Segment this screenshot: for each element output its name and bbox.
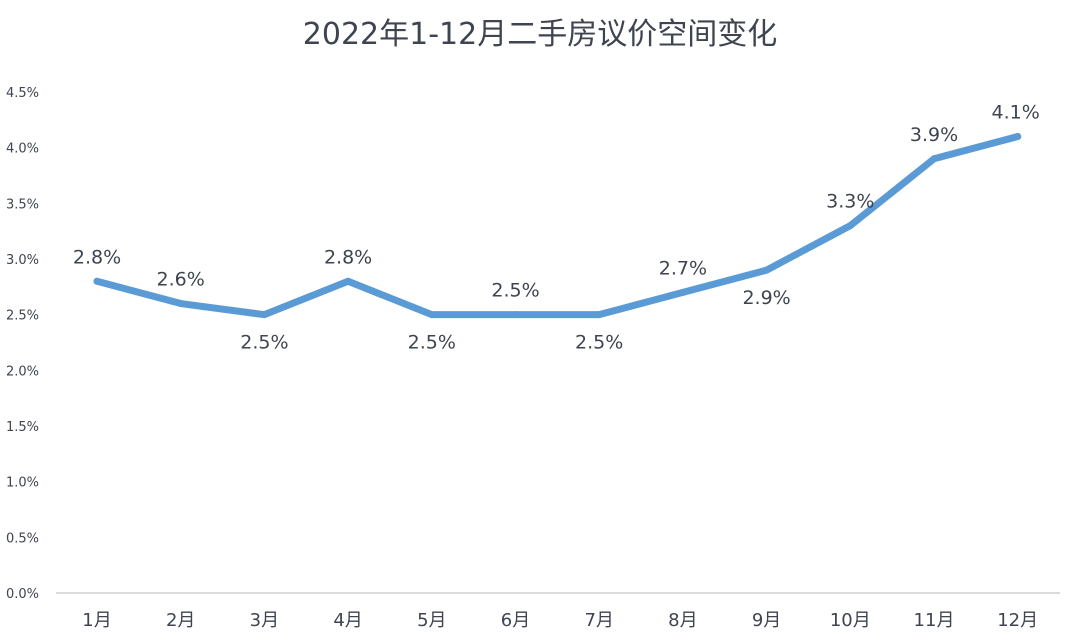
y-tick-label: 4.5% <box>6 86 39 101</box>
data-point <box>428 311 436 319</box>
data-point <box>679 288 687 296</box>
x-axis: 1月 2月 3月 4月 5月 6月 7月 8月 9月 10月 11月 12月 <box>82 610 1038 631</box>
y-tick-label: 3.0% <box>6 253 39 268</box>
data-point <box>846 222 854 230</box>
data-point <box>260 311 268 319</box>
data-point <box>93 277 101 285</box>
series-line <box>93 133 1022 319</box>
x-tick-label: 7月 <box>584 610 613 631</box>
x-tick-label: 11月 <box>914 610 955 631</box>
y-tick-label: 1.0% <box>6 476 39 491</box>
x-tick-label: 2月 <box>166 610 195 631</box>
data-label: 2.8% <box>73 246 121 268</box>
y-tick-label: 0.0% <box>6 587 39 602</box>
y-tick-label: 1.5% <box>6 420 39 435</box>
data-label: 2.7% <box>659 257 707 279</box>
data-label: 4.1% <box>992 102 1040 124</box>
x-tick-label: 8月 <box>668 610 697 631</box>
data-label: 2.8% <box>324 246 372 268</box>
data-label: 2.9% <box>742 287 790 309</box>
x-tick-label: 10月 <box>830 610 871 631</box>
data-label: 2.5% <box>491 280 539 302</box>
data-point <box>930 155 938 163</box>
x-tick-label: 9月 <box>752 610 781 631</box>
data-point <box>1014 133 1022 141</box>
data-label: 3.9% <box>910 124 958 146</box>
y-tick-label: 2.0% <box>6 364 39 379</box>
y-tick-label: 4.0% <box>6 142 39 157</box>
data-point <box>177 300 185 308</box>
data-label: 3.3% <box>826 191 874 213</box>
chart-title: 2022年1-12月二手房议价空间变化 <box>303 17 777 52</box>
data-label: 2.6% <box>157 269 205 291</box>
x-tick-label: 12月 <box>997 610 1038 631</box>
x-tick-label: 4月 <box>333 610 362 631</box>
y-tick-label: 2.5% <box>6 309 39 324</box>
x-tick-label: 3月 <box>250 610 279 631</box>
data-point <box>595 311 603 319</box>
data-point <box>512 311 519 319</box>
data-label: 2.5% <box>575 332 623 354</box>
data-label: 2.5% <box>408 332 456 354</box>
data-labels: 2.8% 2.6% 2.5% 2.8% 2.5% 2.5% 2.5% 2.7% 2.9% 3.3%… <box>73 102 1040 354</box>
y-axis: 0.0% 0.5% 1.0% 1.5% 2.0% 2.5% 3.0% 3.5% 4.0% 4.5% <box>6 86 39 602</box>
x-tick-label: 6月 <box>501 610 530 631</box>
y-tick-label: 3.5% <box>6 197 39 212</box>
y-tick-label: 0.5% <box>6 531 39 546</box>
data-point <box>344 277 352 285</box>
x-tick-label: 1月 <box>82 610 111 631</box>
data-point <box>763 266 771 274</box>
x-tick-label: 5月 <box>417 610 446 631</box>
data-label: 2.5% <box>240 332 288 354</box>
